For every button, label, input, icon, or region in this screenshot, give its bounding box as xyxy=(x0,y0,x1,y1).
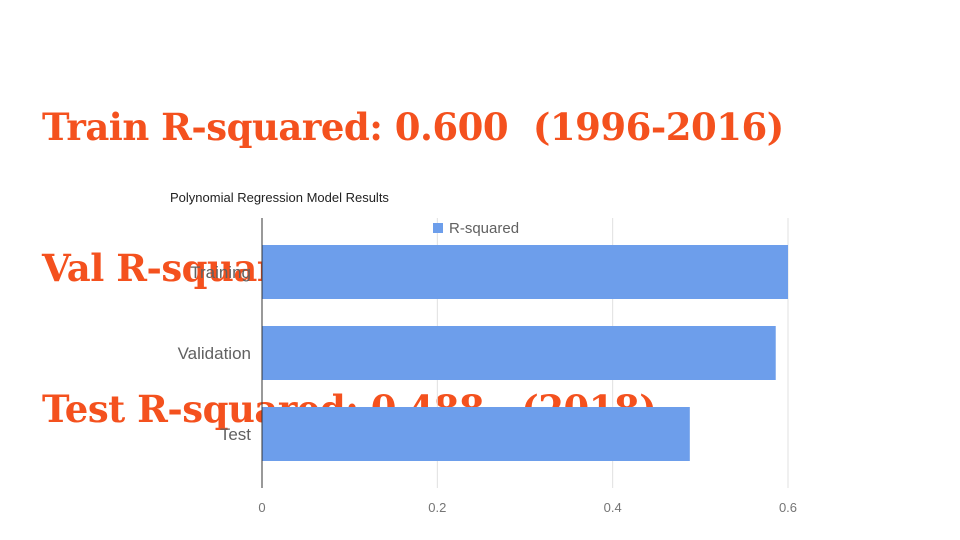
category-label-validation: Validation xyxy=(178,344,251,363)
bar-training xyxy=(262,245,788,299)
legend: R-squared xyxy=(433,220,519,237)
x-tick-label: 0.4 xyxy=(604,500,622,515)
category-label-test: Test xyxy=(220,425,251,444)
bar-test xyxy=(262,407,690,461)
category-labels: Training Validation Test xyxy=(178,263,252,444)
x-tick-labels: 0 0.2 0.4 0.6 xyxy=(258,500,797,515)
x-tick-label: 0 xyxy=(258,500,265,515)
category-label-training: Training xyxy=(190,263,251,282)
x-tick-label: 0.2 xyxy=(428,500,446,515)
x-tick-label: 0.6 xyxy=(779,500,797,515)
legend-swatch xyxy=(433,223,443,233)
chart-title: Polynomial Regression Model Results xyxy=(170,190,389,205)
bars xyxy=(262,245,788,461)
bar-validation xyxy=(262,326,776,380)
headline-train: Train R-squared: 0.600 (1996-2016) xyxy=(42,105,784,149)
legend-label: R-squared xyxy=(449,220,519,237)
